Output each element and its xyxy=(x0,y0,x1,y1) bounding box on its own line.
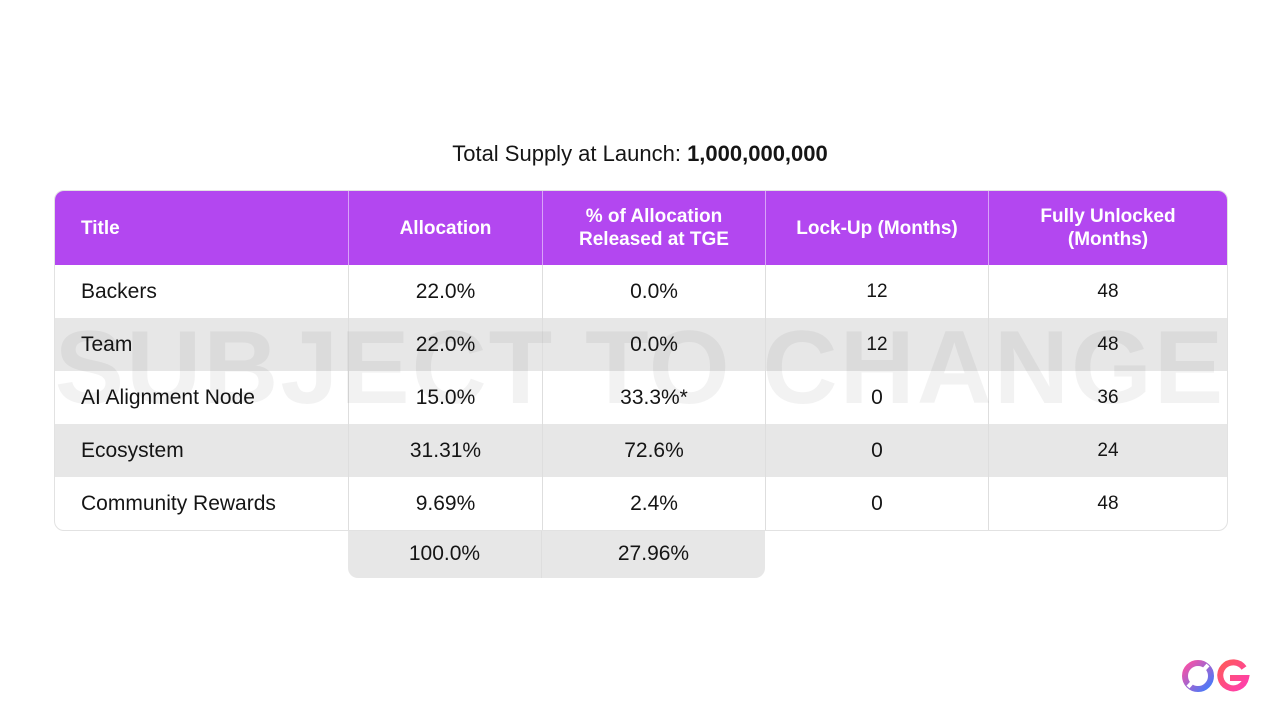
table-row: Community Rewards 9.69% 2.4% 0 48 xyxy=(55,477,1227,530)
row-title: Community Rewards xyxy=(55,477,349,530)
total-supply-label: Total Supply at Launch: xyxy=(452,141,681,166)
header-released-line1: % of Allocation xyxy=(585,206,723,227)
row-allocation: 31.31% xyxy=(349,424,543,477)
header-unlocked-line2: (Months) xyxy=(1067,229,1149,250)
table-row: Backers 22.0% 0.0% 12 48 xyxy=(55,265,1227,318)
row-lockup: 12 xyxy=(766,318,989,371)
total-allocation: 100.0% xyxy=(348,530,542,578)
row-lockup: 12 xyxy=(766,265,989,318)
row-unlocked: 48 xyxy=(1097,280,1119,302)
total-supply-amount: 1,000,000,000 xyxy=(687,141,828,166)
row-title: AI Alignment Node xyxy=(55,371,349,424)
header-released-at-tge: % of Allocation Released at TGE xyxy=(543,191,766,265)
table-row: AI Alignment Node 15.0% 33.3%* 0 36 xyxy=(55,371,1227,424)
total-supply-heading: Total Supply at Launch: 1,000,000,000 xyxy=(0,141,1280,167)
row-unlocked: 36 xyxy=(1097,386,1119,408)
row-title: Backers xyxy=(55,265,349,318)
row-lockup: 0 xyxy=(766,477,989,530)
row-title: Team xyxy=(55,318,349,371)
row-lockup: 0 xyxy=(766,424,989,477)
og-logo-icon xyxy=(1180,656,1254,696)
row-released: 72.6% xyxy=(543,424,766,477)
row-allocation: 15.0% xyxy=(349,371,543,424)
row-released: 0.0% xyxy=(543,265,766,318)
row-title: Ecosystem xyxy=(55,424,349,477)
row-allocation: 22.0% xyxy=(349,318,543,371)
table-row: Ecosystem 31.31% 72.6% 0 24 xyxy=(55,424,1227,477)
header-allocation: Allocation xyxy=(349,191,543,265)
row-released: 2.4% xyxy=(543,477,766,530)
total-released: 27.96% xyxy=(617,542,690,565)
row-unlocked: 48 xyxy=(1097,492,1119,514)
totals-row: 100.0% 27.96% xyxy=(348,530,765,578)
row-unlocked: 24 xyxy=(1097,439,1119,461)
row-allocation: 9.69% xyxy=(349,477,543,530)
row-unlocked: 48 xyxy=(1097,333,1119,355)
table-header-row: Title Allocation % of Allocation Release… xyxy=(55,191,1227,265)
row-allocation: 22.0% xyxy=(349,265,543,318)
header-fully-unlocked: Fully Unlocked (Months) xyxy=(989,191,1227,265)
row-lockup: 0 xyxy=(766,371,989,424)
header-title: Title xyxy=(55,191,349,265)
header-released-line2: Released at TGE xyxy=(579,229,729,250)
token-allocation-table: Title Allocation % of Allocation Release… xyxy=(54,190,1228,531)
table-row: Team 22.0% 0.0% 12 48 xyxy=(55,318,1227,371)
row-released: 0.0% xyxy=(543,318,766,371)
row-released: 33.3%* xyxy=(543,371,766,424)
header-unlocked-line1: Fully Unlocked xyxy=(1040,206,1176,227)
header-lockup: Lock-Up (Months) xyxy=(766,191,989,265)
